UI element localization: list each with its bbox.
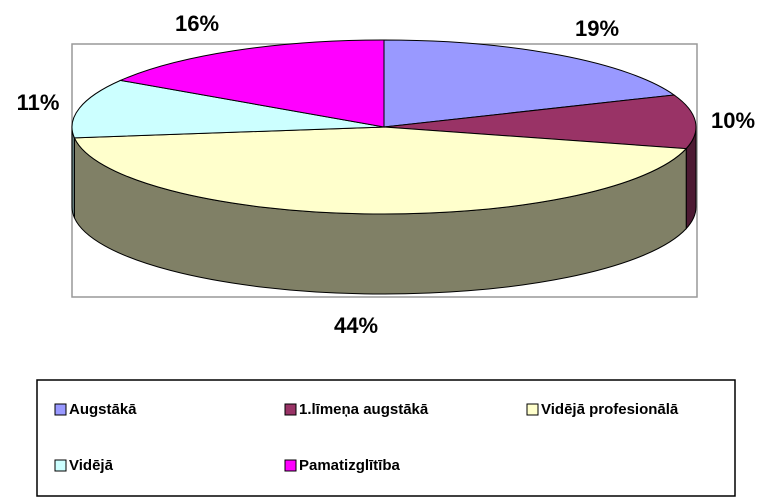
legend-swatch: [54, 459, 67, 472]
legend-swatch: [284, 459, 297, 472]
slice: [383, 39, 676, 128]
legend-label: Pamatizglītība: [299, 457, 401, 474]
legend-box: [36, 379, 736, 497]
legend-swatch: [526, 403, 539, 416]
slice: [383, 94, 697, 150]
data-label: 10%: [711, 108, 755, 133]
slice: [118, 39, 385, 128]
data-label: 16%: [175, 11, 219, 36]
legend-swatch: [284, 403, 297, 416]
legend-label: Vidējā: [69, 457, 114, 474]
data-label: 44%: [334, 313, 378, 338]
slice: [71, 79, 385, 139]
legend-label: Vidējā profesionālā: [541, 401, 679, 418]
slice: [73, 126, 688, 215]
slice-side: [71, 126, 75, 219]
legend-label: 1.līmeņa augstākā: [299, 401, 429, 418]
data-label: 19%: [575, 16, 619, 41]
legend-label: Augstākā: [69, 401, 137, 418]
legend-swatch: [54, 403, 67, 416]
data-label: 11%: [17, 90, 60, 115]
